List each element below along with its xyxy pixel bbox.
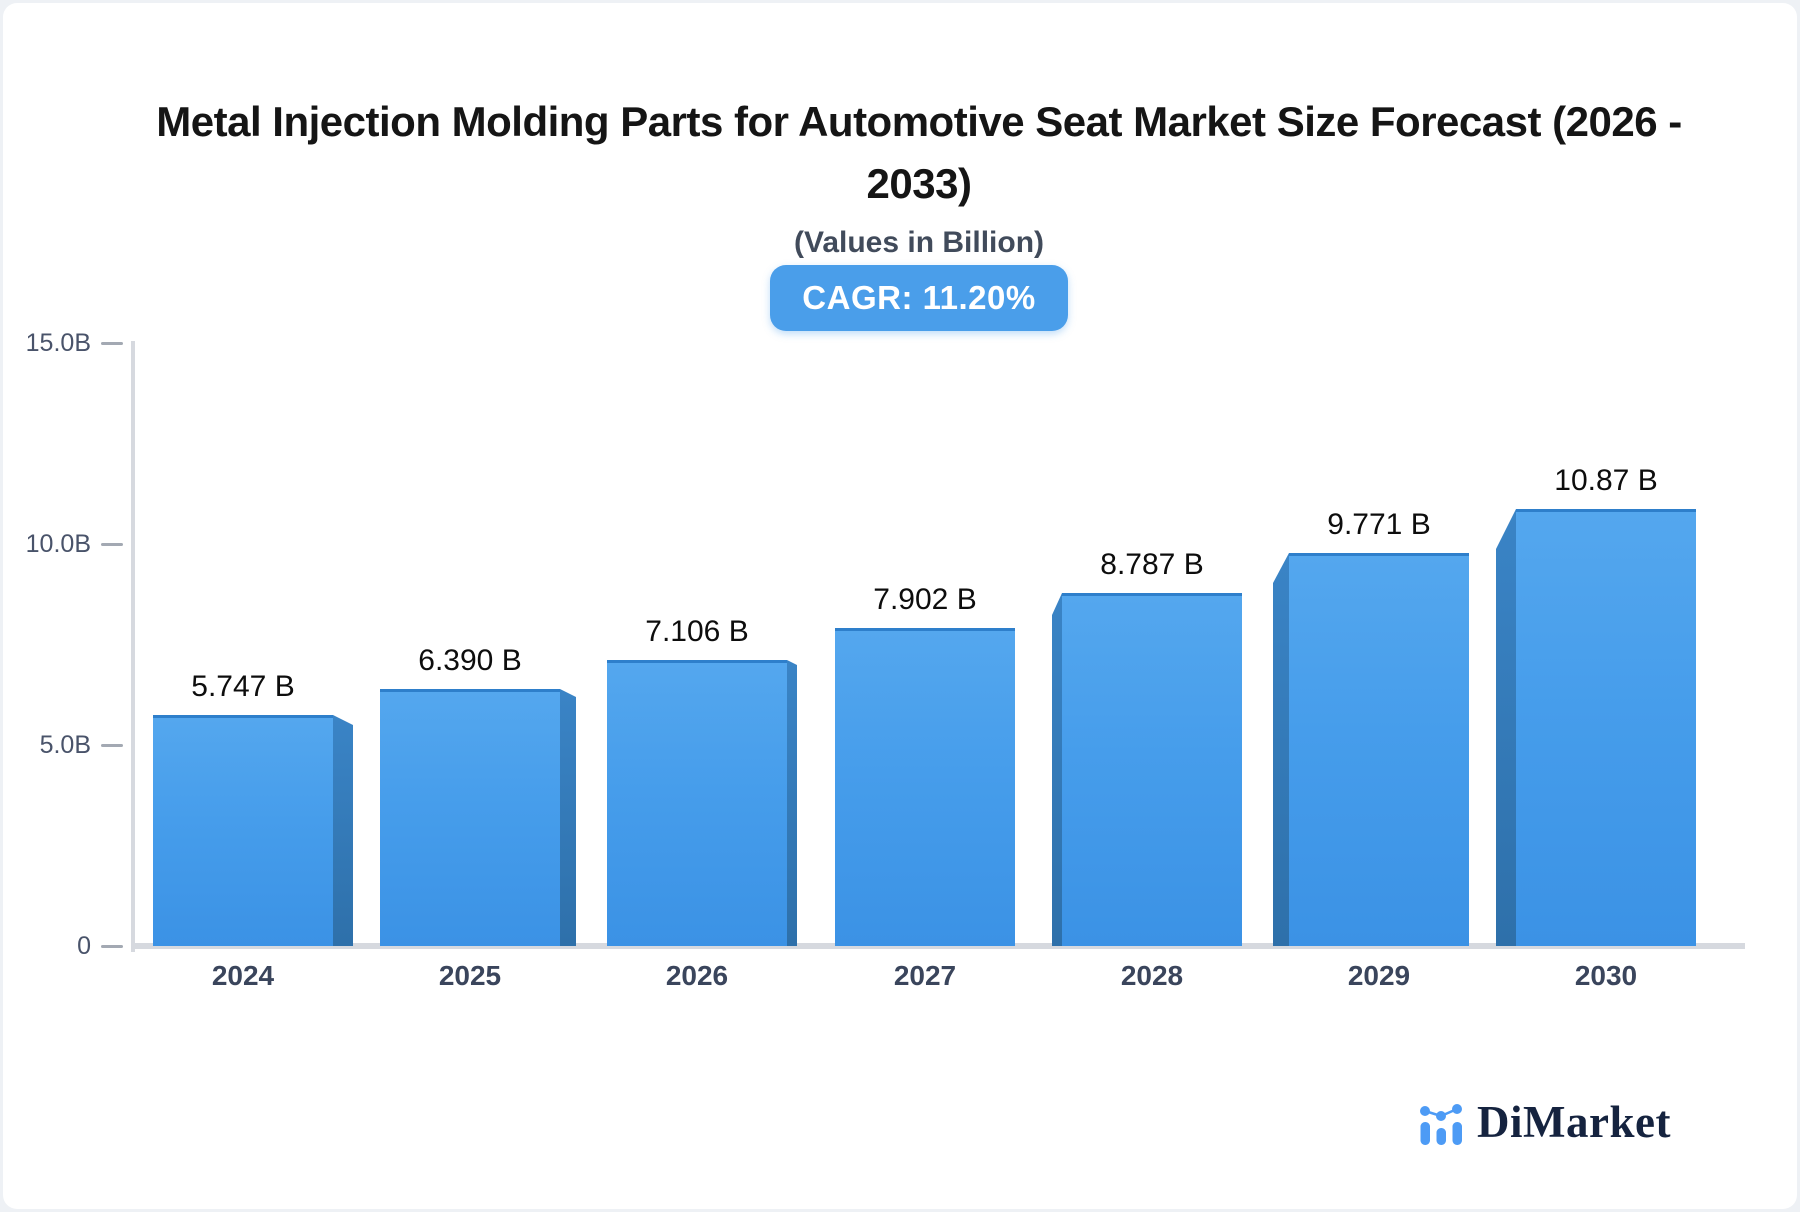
bar-2025[interactable] xyxy=(380,689,576,946)
bar-side-face xyxy=(1273,553,1289,946)
x-axis-label: 2026 xyxy=(665,960,729,991)
x-axis-label: 2030 xyxy=(1574,960,1638,991)
bar-value-label: 7.902 B xyxy=(873,583,977,616)
bar-2024[interactable] xyxy=(153,715,353,946)
bar-2030[interactable] xyxy=(1496,509,1696,946)
y-tick-dash xyxy=(101,945,123,948)
y-tick-dash xyxy=(101,543,123,546)
bar-face xyxy=(1289,553,1469,946)
bar-side-face xyxy=(333,715,353,946)
logo-text: DiMarket xyxy=(1477,1097,1671,1147)
bar-face xyxy=(1062,593,1242,946)
bar-side-face xyxy=(1496,509,1516,946)
x-axis-label: 2028 xyxy=(1120,960,1184,991)
x-axis-label: 2024 xyxy=(211,960,275,991)
bar-side-face xyxy=(1052,593,1062,946)
bar-face xyxy=(607,660,787,946)
bar-chart-icon xyxy=(1420,1104,1462,1145)
cagr-badge: CAGR: 11.20% xyxy=(770,265,1068,331)
y-tick-dash xyxy=(101,744,123,747)
y-tick-label: 15.0B xyxy=(25,329,91,357)
x-axis-label: 2025 xyxy=(438,960,502,991)
bar-2027[interactable] xyxy=(835,628,1015,946)
bar-chart: 15.0B 10.0B 5.0B 0 5.747 B 2024 6.390 B 2025 7.1… xyxy=(3,3,1797,1209)
y-axis-line xyxy=(131,341,135,952)
bar-value-label: 8.787 B xyxy=(1100,548,1204,581)
bar-face xyxy=(1516,509,1696,946)
y-tick-label: 10.0B xyxy=(25,530,91,558)
bar-face xyxy=(153,715,333,946)
chart-subtitle: (Values in Billion) xyxy=(793,226,1045,259)
y-tick-dash xyxy=(101,342,123,345)
bar-2029[interactable] xyxy=(1273,553,1469,946)
y-tick-label: 0 xyxy=(77,932,91,960)
bar-2028[interactable] xyxy=(1052,593,1242,946)
x-axis-baseline xyxy=(131,943,1745,949)
bar-value-label: 9.771 B xyxy=(1327,508,1431,541)
x-axis-label: 2027 xyxy=(893,960,957,991)
bar-side-face xyxy=(560,689,576,946)
bar-2026[interactable] xyxy=(607,660,797,946)
chart-card: Metal Injection Molding Parts for Automo… xyxy=(3,3,1797,1209)
bar-face xyxy=(380,689,560,946)
bar-face xyxy=(835,628,1015,946)
chart-header: Metal Injection Molding Parts for Automo… xyxy=(19,91,1797,331)
x-axis-label: 2029 xyxy=(1347,960,1411,991)
bar-side-face xyxy=(787,660,797,946)
chart-title-line-2: 2033) xyxy=(866,160,972,207)
chart-title-line-1: Metal Injection Molding Parts for Automo… xyxy=(156,98,1682,145)
y-tick-label: 5.0B xyxy=(39,731,91,759)
bar-value-label: 7.106 B xyxy=(645,615,749,648)
dimarket-logo: DiMarket xyxy=(1419,1097,1671,1147)
bar-value-label: 6.390 B xyxy=(418,644,522,677)
bar-value-label: 5.747 B xyxy=(191,670,295,703)
bar-value-label: 10.87 B xyxy=(1554,464,1658,497)
